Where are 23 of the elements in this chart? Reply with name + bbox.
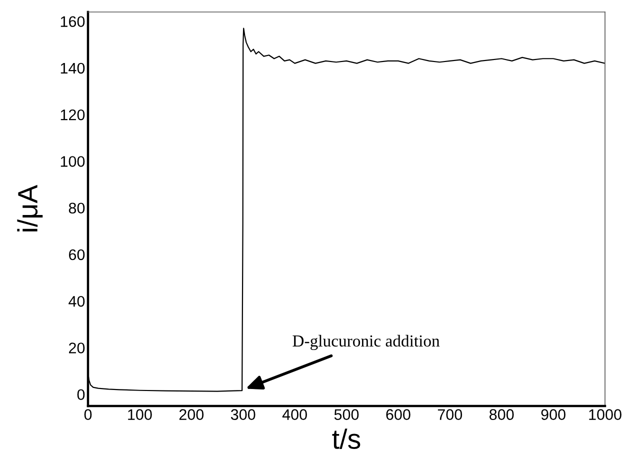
y-tick-label: 20 [69, 342, 85, 354]
y-tick-label: 160 [60, 16, 85, 28]
y-tick-label: 120 [60, 109, 85, 120]
x-tick-label: 700 [438, 409, 462, 420]
x-tick-label: 200 [179, 409, 204, 420]
y-tick-label: 0 [77, 389, 85, 400]
x-tick-label: 100 [128, 409, 152, 420]
x-tick-label: 800 [490, 409, 514, 420]
y-tick-label: 60 [69, 249, 85, 260]
x-tick-label: 900 [541, 409, 566, 420]
x-tick-label: 400 [282, 409, 307, 420]
annotation: D-glucuronic addition [292, 334, 440, 350]
y-tick-label: 40 [68, 296, 85, 307]
x-tick-label: 1000 [589, 409, 622, 420]
x-tick-label: 300 [230, 409, 256, 420]
y-tick-label: 80 [68, 202, 85, 214]
y-axis-title: i/μA [17, 184, 43, 232]
x-tick-label: 600 [386, 409, 410, 420]
y-tick-label: 140 [60, 62, 85, 74]
x-axis-title: t/s [332, 428, 360, 449]
x-tick-label: 0 [84, 409, 92, 420]
y-tick-label: 100 [60, 156, 85, 167]
x-tick-label: 500 [334, 409, 359, 420]
